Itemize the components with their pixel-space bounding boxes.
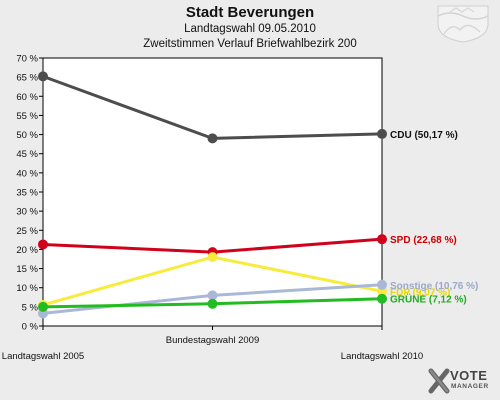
series-label-spd: SPD (22,68 %) — [390, 235, 457, 246]
data-point-spd — [38, 239, 48, 250]
chart-title: Stadt Beverungen — [185, 4, 315, 21]
data-point-gr-ne — [377, 293, 387, 304]
y-tick-label: 45 % — [16, 149, 38, 160]
y-tick-label: 30 % — [16, 207, 38, 218]
data-point-fdp — [207, 252, 218, 263]
data-point-cdu — [377, 128, 387, 139]
end-labels: CDU (50,17 %) SPD (22,68 %) FDP (9,07 %)So… — [390, 130, 478, 306]
series-label-sonstige: Sonstige (10,76 %) — [390, 281, 478, 292]
y-tick-label: 50 % — [16, 130, 38, 141]
data-point-sonstige — [207, 290, 218, 301]
y-tick-label: 0 % — [22, 322, 39, 333]
y-tick-label: 20 % — [16, 245, 38, 256]
x-axis: Landtagswahl 2005 Bundestagswahl 2009 Land… — [2, 326, 423, 362]
plot-frame — [42, 57, 383, 327]
y-tick-label: 5 % — [22, 302, 39, 313]
x-tick-label: Landtagswahl 2010 — [341, 351, 423, 362]
y-tick-label: 10 % — [16, 283, 38, 294]
y-tick-label: 15 % — [16, 264, 38, 275]
y-tick-label: 40 % — [16, 168, 38, 179]
series-label-cdu: CDU (50,17 %) — [390, 130, 458, 141]
plot-area — [42, 57, 383, 327]
x-tick-label: Landtagswahl 2005 — [2, 351, 84, 362]
y-axis: 0 % 5 % 10 % 15 % 20 % 25 % 30 % 35 % 40 % 45 % 50… — [16, 54, 43, 333]
vote-manager-logo: VOTE MANAGER — [428, 366, 498, 396]
y-tick-label: 65 % — [16, 73, 38, 84]
y-tick-label: 55 % — [16, 111, 38, 122]
data-point-cdu — [207, 133, 218, 144]
y-tick-label: 25 % — [16, 226, 38, 237]
series-layer — [38, 71, 387, 319]
data-point-cdu — [38, 71, 48, 82]
coat-of-arms-icon — [437, 5, 489, 43]
y-tick-label: 70 % — [16, 54, 38, 65]
data-point-spd — [377, 234, 387, 245]
y-tick-label: 60 % — [16, 92, 38, 103]
data-point-gr-ne — [38, 301, 48, 312]
y-tick-label: 35 % — [16, 188, 38, 199]
vote-cross-icon — [428, 368, 450, 394]
data-point-sonstige — [377, 279, 387, 290]
logo-manager-text: MANAGER — [451, 383, 489, 390]
series-label-fdp: FDP (9,07 %) — [390, 287, 450, 298]
data-point-gr-ne — [207, 298, 218, 309]
logo-vote-text: VOTE — [450, 368, 488, 383]
series-label-gr-ne: GRÜNE (7,12 %) — [390, 293, 467, 306]
chart-subtitle-district: Zweitstimmen Verlauf Briefwahlbezirk 200 — [143, 38, 357, 50]
chart-subtitle-date: Landtagswahl 09.05.2010 — [184, 23, 316, 35]
x-tick-label: Bundestagswahl 2009 — [166, 335, 260, 346]
chart-titles: Stadt Beverungen Landtagswahl 09.05.2010… — [0, 4, 500, 52]
